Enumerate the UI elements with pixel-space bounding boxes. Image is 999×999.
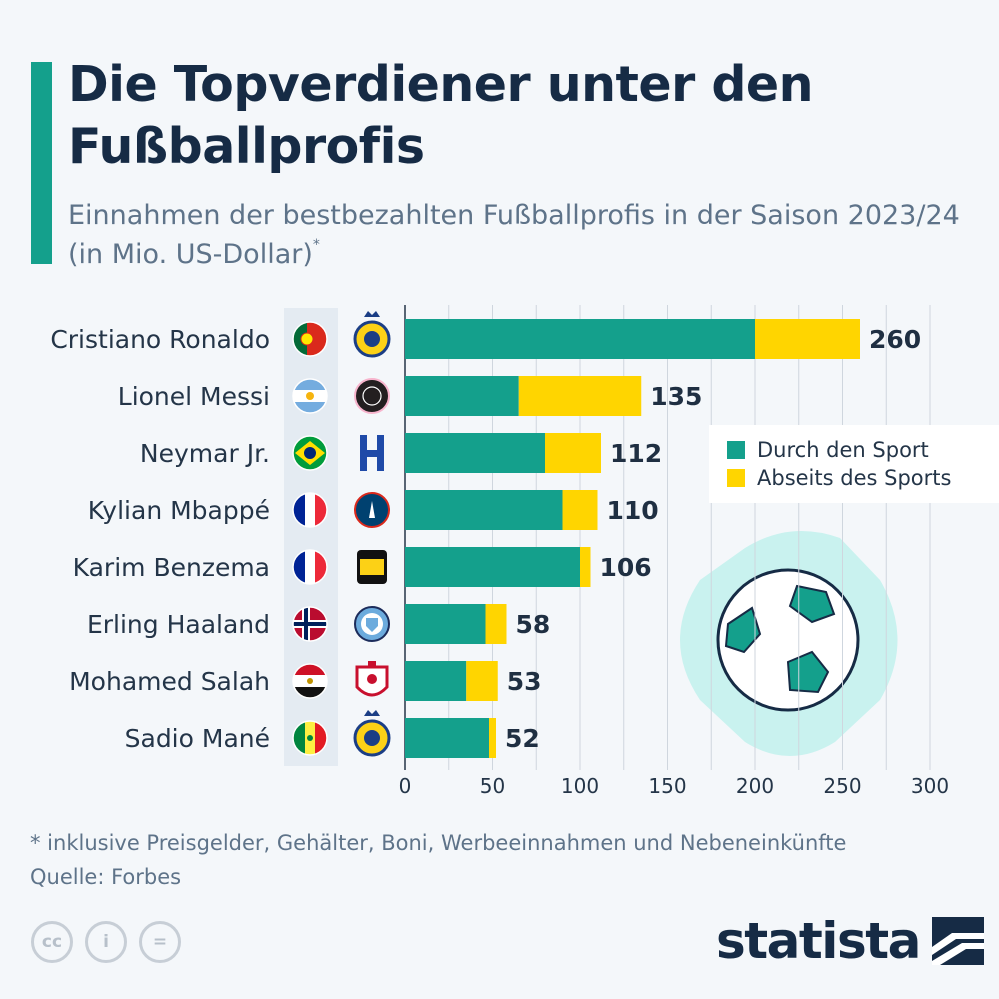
ball-patch bbox=[786, 650, 830, 694]
player-name-label: Erling Haaland bbox=[87, 610, 270, 639]
inter-miami-crest-icon bbox=[354, 378, 390, 414]
player-name-label: Karim Benzema bbox=[73, 553, 270, 582]
al-nassr-crest-icon bbox=[353, 710, 391, 757]
value-label: 260 bbox=[869, 325, 921, 354]
license-icons: cc i = bbox=[31, 921, 181, 969]
x-tick-label: 0 bbox=[399, 774, 412, 798]
france-flag-icon bbox=[292, 492, 328, 528]
footnote-text: * inklusive Preisgelder, Gehälter, Boni,… bbox=[30, 831, 847, 855]
al-hilal-crest-icon bbox=[360, 435, 384, 471]
player-name-label: Kylian Mbappé bbox=[88, 496, 270, 525]
brazil-flag-icon bbox=[292, 435, 328, 471]
senegal-flag-icon bbox=[292, 720, 328, 756]
psg-crest-icon bbox=[354, 492, 390, 528]
egypt-flag-icon bbox=[292, 663, 328, 699]
x-axis-ticks: 0 50 100 150 200 250 300 bbox=[399, 774, 949, 798]
value-label: 106 bbox=[600, 553, 652, 582]
legend-swatch-off-sport bbox=[727, 469, 745, 487]
norway-flag-icon bbox=[292, 606, 328, 642]
al-nassr-crest-icon bbox=[353, 311, 391, 358]
value-label: 52 bbox=[505, 724, 540, 753]
player-name-label: Neymar Jr. bbox=[140, 439, 270, 468]
x-tick-label: 250 bbox=[823, 774, 861, 798]
attribution-icon[interactable]: i bbox=[85, 921, 127, 963]
value-label: 53 bbox=[507, 667, 542, 696]
brand-wordmark: statista bbox=[716, 912, 921, 970]
player-name-label: Sadio Mané bbox=[125, 724, 270, 753]
bar-sport bbox=[405, 718, 489, 758]
creative-commons-icon[interactable]: cc bbox=[31, 921, 73, 963]
chart-title: Die Topverdiener unter den Fußballprofis bbox=[68, 56, 814, 175]
player-name-label: Lionel Messi bbox=[118, 382, 270, 411]
source-text: Quelle: Forbes bbox=[30, 865, 182, 889]
argentina-flag-icon bbox=[292, 378, 328, 414]
ball-patch bbox=[724, 606, 762, 654]
subtitle-text: Einnahmen der bestbezahlten Fußballprofi… bbox=[68, 200, 960, 270]
al-ittihad-crest-icon bbox=[357, 550, 387, 584]
legend-item-sport: Durch den Sport bbox=[727, 438, 929, 462]
value-label: 58 bbox=[516, 610, 551, 639]
france-flag-icon bbox=[292, 549, 328, 585]
value-label: 135 bbox=[650, 382, 702, 411]
chart-subtitle: Einnahmen der bestbezahlten Fußballprofi… bbox=[68, 196, 968, 274]
player-name-label: Cristiano Ronaldo bbox=[50, 325, 270, 354]
bar-off-sport bbox=[518, 376, 642, 416]
no-derivatives-icon[interactable]: = bbox=[139, 921, 181, 963]
bar-off-sport bbox=[580, 547, 591, 587]
statista-logo[interactable]: statista bbox=[716, 910, 984, 972]
x-tick-label: 50 bbox=[480, 774, 505, 798]
legend-label-off-sport: Abseits des Sports bbox=[757, 466, 952, 490]
x-tick-label: 300 bbox=[911, 774, 949, 798]
bar-sport bbox=[405, 376, 519, 416]
bar-off-sport bbox=[489, 718, 496, 758]
bar-sport bbox=[405, 433, 545, 473]
chart-labels: 260 Cristiano Ronaldo 135 Lionel Messi 112 Ne… bbox=[50, 325, 921, 753]
subtitle-footnote-marker: * bbox=[312, 237, 320, 253]
legend-swatch-sport bbox=[727, 441, 745, 459]
bar-off-sport bbox=[545, 433, 601, 473]
player-name-label: Mohamed Salah bbox=[69, 667, 270, 696]
liverpool-crest-icon bbox=[355, 661, 389, 697]
bar-sport bbox=[405, 547, 580, 587]
bar-sport bbox=[405, 319, 755, 359]
title-accent-bar bbox=[31, 62, 52, 264]
x-tick-label: 100 bbox=[561, 774, 599, 798]
legend-label-sport: Durch den Sport bbox=[757, 438, 929, 462]
x-tick-label: 150 bbox=[648, 774, 686, 798]
bar-off-sport bbox=[466, 661, 498, 701]
portugal-flag-icon bbox=[292, 321, 328, 357]
bar-sport bbox=[405, 661, 467, 701]
bar-sport bbox=[405, 604, 486, 644]
legend-item-off-sport: Abseits des Sports bbox=[727, 466, 951, 490]
manchester-city-crest-icon bbox=[354, 606, 390, 642]
bar-off-sport bbox=[755, 319, 860, 359]
statista-logo-icon bbox=[931, 917, 984, 965]
value-label: 112 bbox=[610, 439, 662, 468]
bar-off-sport bbox=[562, 490, 598, 530]
bar-sport bbox=[405, 490, 563, 530]
bar-off-sport bbox=[485, 604, 507, 644]
chart-legend: Durch den Sport Abseits des Sports bbox=[709, 425, 999, 503]
player-icons bbox=[292, 311, 391, 757]
value-label: 110 bbox=[607, 496, 659, 525]
football-decoration bbox=[680, 530, 898, 756]
footnote: * inklusive Preisgelder, Gehälter, Boni,… bbox=[30, 826, 980, 894]
x-tick-label: 200 bbox=[736, 774, 774, 798]
chart-bars bbox=[405, 319, 860, 758]
ball-patch bbox=[788, 584, 836, 624]
